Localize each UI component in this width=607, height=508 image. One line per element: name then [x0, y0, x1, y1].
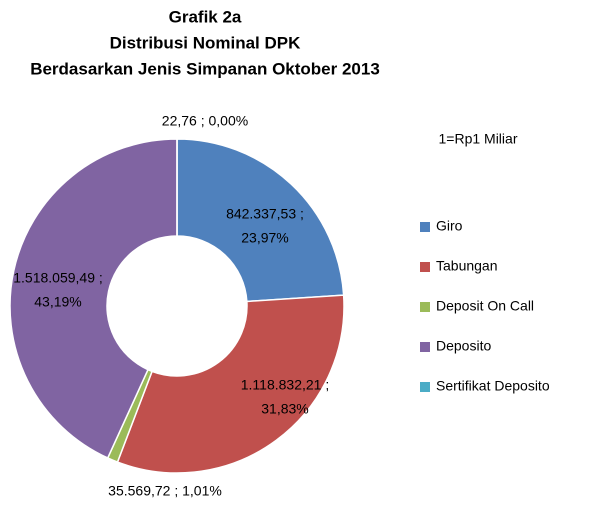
legend-swatch [420, 342, 430, 352]
data-label: 35.569,72 ; 1,01% [108, 483, 222, 499]
data-label: 31,83% [261, 401, 308, 417]
legend-label: Deposito [436, 338, 491, 354]
legend-label: Tabungan [436, 258, 498, 274]
data-label: 22,76 ; 0,00% [162, 113, 248, 129]
donut-slice [176, 138, 345, 303]
data-label: 842.337,53 ; [226, 206, 304, 222]
legend-swatch [420, 382, 430, 392]
donut-slice [9, 138, 178, 459]
unit-note: 1=Rp1 Miliar [439, 131, 518, 147]
data-label: 1.118.832,21 ; [241, 377, 329, 393]
legend-label: Deposit On Call [436, 298, 534, 314]
legend-label: Giro [436, 218, 463, 234]
donut-slice [116, 294, 345, 474]
chart-title: Distribusi Nominal DPK [110, 33, 302, 52]
chart-title: Berdasarkan Jenis Simpanan Oktober 2013 [30, 59, 380, 78]
legend-swatch [420, 262, 430, 272]
chart-title: Grafik 2a [169, 7, 242, 26]
legend-label: Sertifikat Deposito [436, 378, 550, 394]
data-label: 23,97% [241, 230, 288, 246]
data-label: 43,19% [34, 294, 81, 310]
legend-swatch [420, 302, 430, 312]
data-label: 1.518.059,49 ; [13, 270, 103, 286]
legend-swatch [420, 222, 430, 232]
